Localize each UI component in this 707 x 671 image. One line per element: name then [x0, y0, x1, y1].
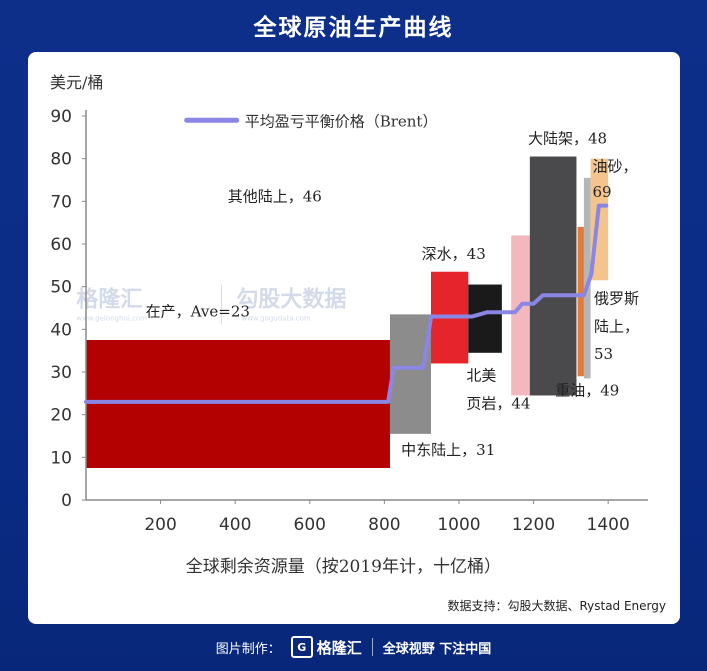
- footer-logo-text: 格隆汇: [316, 638, 362, 657]
- annotation-label: 重油，49: [555, 381, 619, 399]
- annotation-label: 其他陆上，46: [228, 187, 322, 205]
- segment-bar-russia: [577, 226, 584, 377]
- segment-bar-onshore_other: [86, 340, 390, 468]
- footer-divider: [371, 638, 373, 656]
- watermark-brand1-url: www.gelonghui.com: [76, 315, 147, 323]
- y-tick-label: 70: [50, 192, 72, 212]
- watermark-brand2: 勾股大数据: [236, 287, 346, 313]
- annotation-label: 69: [592, 183, 611, 201]
- y-tick-label: 60: [50, 235, 72, 255]
- y-tick-label: 30: [50, 363, 72, 383]
- annotation-label: 页岩，44: [466, 394, 530, 412]
- breakeven-price-line: [84, 203, 609, 404]
- gelonghui-logo-icon: G: [290, 636, 313, 658]
- x-tick-label: 800: [368, 515, 400, 535]
- watermark-brand1: 格隆汇: [76, 287, 142, 313]
- y-tick-label: 40: [50, 320, 72, 340]
- segment-bar-pink: [511, 235, 530, 396]
- annotation-label: 深水，43: [422, 245, 486, 263]
- y-tick-label: 10: [50, 448, 72, 468]
- segment-bar-middle_east: [389, 314, 431, 434]
- breakeven-line-layer: [84, 203, 609, 404]
- annotation-label: 陆上，: [594, 317, 639, 335]
- cost-segments: [86, 156, 609, 468]
- page-title: 全球原油生产曲线: [253, 15, 454, 41]
- x-tick-label: 600: [294, 515, 326, 535]
- annotation-label: 油砂，: [592, 157, 637, 175]
- annotation-label: 俄罗斯: [594, 290, 639, 308]
- y-tick-label: 80: [50, 150, 72, 170]
- x-axis-title: 全球剩余资源量（按2019年计，十亿桶）: [186, 557, 501, 577]
- y-tick-label: 0: [61, 491, 72, 511]
- y-tick-label: 50: [50, 278, 72, 298]
- x-tick-label: 1200: [512, 515, 555, 535]
- made-by-label: 图片制作：: [215, 641, 281, 657]
- y-tick-label: 90: [50, 107, 72, 127]
- footer-slogan: 全球视野 下注中国: [382, 641, 492, 657]
- chart-card: 格隆汇 www.gelonghui.com 勾股大数据 www.gogudata.co…: [28, 52, 680, 624]
- annotation-label: 中东陆上，31: [401, 441, 495, 459]
- x-tick-label: 400: [219, 515, 251, 535]
- legend-label: 平均盈亏平衡价格（Brent）: [245, 112, 438, 130]
- x-tick-label: 1000: [437, 515, 480, 535]
- annotation-label: 大陆架，48: [528, 130, 607, 148]
- legend: 平均盈亏平衡价格（Brent）: [184, 112, 438, 130]
- watermark: 格隆汇 www.gelonghui.com 勾股大数据 www.gogudata.co…: [76, 284, 346, 325]
- segment-bar-offshore_shelf: [529, 156, 577, 396]
- annotation-label: 北美: [466, 367, 496, 385]
- segment-bar-heavy_oil: [583, 177, 591, 379]
- y-tick-label: 20: [50, 406, 72, 426]
- footer: 图片制作： G 格隆汇 全球视野 下注中国: [0, 632, 707, 662]
- data-source: 数据支持：勾股大数据、Rystad Energy: [447, 599, 666, 613]
- annotation-label: 53: [594, 345, 613, 363]
- footer-logo: G 格隆汇: [290, 636, 362, 658]
- x-tick-label: 200: [144, 515, 176, 535]
- axes: 0 10 20 30 40 50 60 70 80 90 200 400 600 800 1000 1200 1…: [50, 73, 648, 577]
- x-tick-label: 1400: [587, 515, 630, 535]
- annotation-label: 在产，Ave=23: [146, 303, 250, 321]
- watermark-brand2-url: www.gogudata.com: [241, 315, 310, 323]
- segment-bar-shale: [468, 284, 502, 353]
- crude-oil-supply-curve-chart: 格隆汇 www.gelonghui.com 勾股大数据 www.gogudata.co…: [50, 73, 648, 577]
- y-axis-title: 美元/桶: [50, 73, 103, 92]
